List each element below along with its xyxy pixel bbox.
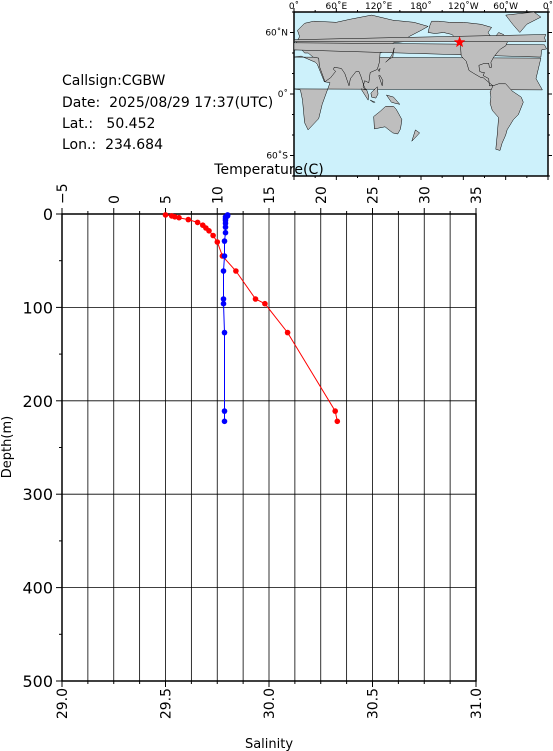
top-tick-label: 10	[210, 186, 226, 204]
lon-label: Lon.:	[62, 137, 97, 153]
map-top-label: 120˚W	[448, 1, 479, 12]
salinity-point	[220, 296, 227, 302]
map-top-label: 0˚	[543, 1, 553, 12]
land-6	[370, 86, 379, 99]
top-tick-label: −5	[55, 183, 71, 204]
map-top-labels: 0˚ 60˚E 120˚E 180˚ 120˚W 60˚W 0˚	[289, 1, 553, 12]
top-tick-label: 35	[469, 186, 485, 204]
series-layer	[162, 212, 341, 425]
temperature-point	[332, 408, 339, 414]
map-left-labels: 60˚N 0˚ 60˚S	[265, 28, 288, 162]
map-left-label: 60˚S	[266, 151, 288, 162]
map-frame-ticks	[290, 8, 552, 180]
land-3	[373, 106, 403, 135]
map-top-label: 60˚E	[326, 1, 348, 12]
temperature-point	[233, 268, 239, 274]
salinity-point	[220, 300, 227, 307]
temperature-axis-ticks: −5 0 5 10 15 20 25 30 35	[55, 183, 485, 214]
location-star-icon	[453, 36, 466, 48]
depth-tick-label: 400	[22, 579, 53, 598]
bottom-tick-label: 31.0	[469, 688, 485, 719]
land-9	[377, 67, 381, 72]
temperature-point	[284, 329, 291, 336]
grid-vertical	[61, 214, 477, 681]
top-tick-label: 20	[314, 186, 330, 204]
location-map: 0˚ 60˚E 120˚E 180˚ 120˚W 60˚W 0˚ 60˚N 0˚ 60˚S	[265, 1, 553, 180]
land-1	[293, 14, 429, 94]
callsign-label: Callsign:	[62, 73, 122, 89]
map-top-label: 0˚	[289, 1, 299, 12]
salinity-point	[221, 418, 228, 425]
bottom-tick-label: 29.0	[55, 688, 71, 719]
salinity-point	[221, 329, 228, 336]
top-tick-label: 25	[366, 186, 382, 204]
top-tick-label: 5	[159, 195, 175, 204]
temperature-point	[185, 216, 192, 223]
depth-axis-ticks: 0 100 200 300 400 500	[22, 205, 62, 691]
temperature-point	[206, 228, 212, 234]
depth-tick-label: 0	[43, 205, 53, 224]
bottom-tick-label: 30.5	[366, 688, 382, 719]
land-13	[505, 11, 542, 33]
depth-tick-label: 200	[22, 392, 53, 411]
temperature-point	[162, 212, 169, 218]
temperature-point	[172, 214, 178, 220]
depth-tick-label: 300	[22, 485, 53, 504]
bottom-tick-label: 30.0	[262, 688, 278, 719]
map-top-label: 120˚E	[365, 1, 393, 12]
top-tick-label: 30	[417, 186, 433, 204]
top-tick-label: 15	[262, 186, 278, 204]
temperature-point	[334, 418, 341, 425]
map-left-label: 60˚N	[265, 28, 288, 39]
salinity-point	[222, 229, 229, 236]
date-label: Date:	[62, 95, 101, 111]
map-top-label: 60˚W	[493, 1, 518, 12]
map-top-label: 180˚	[410, 1, 432, 12]
temperature-point	[214, 239, 221, 245]
lat-value: 50.452	[106, 116, 156, 132]
lat-line: Lat.: 50.452	[62, 116, 155, 132]
land-5	[370, 99, 376, 103]
date-value: 2025/08/29 17:37(UTC)	[109, 95, 274, 111]
land-7	[385, 94, 401, 105]
temperature-point	[176, 214, 182, 221]
map-left-label: 0˚	[278, 89, 288, 100]
land-14	[293, 34, 547, 42]
salinity-point	[221, 238, 228, 244]
salinity-point	[222, 224, 229, 230]
top-tick-label: 0	[107, 195, 123, 204]
lat-label: Lat.:	[62, 116, 94, 132]
temperature-point	[194, 219, 201, 226]
land-8	[385, 47, 395, 63]
salinity-axis-ticks: 29.0 29.5 30.0 30.5 31.0	[55, 681, 485, 719]
salinity-point	[221, 253, 228, 259]
land-11	[411, 129, 420, 142]
depth-axis-label: Depth(m)	[0, 416, 15, 478]
land-4	[360, 88, 370, 101]
salinity-axis-label: Salinity	[245, 737, 293, 751]
bottom-tick-label: 29.5	[159, 688, 175, 719]
temperature-axis-label: Temperature(C)	[213, 162, 323, 178]
salinity-point	[221, 408, 228, 414]
lon-value: 234.684	[105, 137, 163, 153]
salinity-line	[223, 214, 229, 422]
callsign-value: CGBW	[121, 73, 166, 89]
map-land	[293, 11, 547, 151]
salinity-point	[220, 268, 227, 274]
land-10	[378, 75, 384, 86]
depth-tick-label: 500	[22, 672, 53, 691]
depth-tick-label: 100	[22, 298, 53, 317]
temperature-point	[210, 232, 216, 239]
temperature-point	[262, 300, 268, 307]
date-line: Date: 2025/08/29 17:37(UTC)	[62, 95, 273, 111]
temperature-point	[252, 296, 259, 302]
lon-line: Lon.: 234.684	[62, 137, 163, 153]
callsign-line: Callsign:CGBW	[62, 73, 165, 89]
